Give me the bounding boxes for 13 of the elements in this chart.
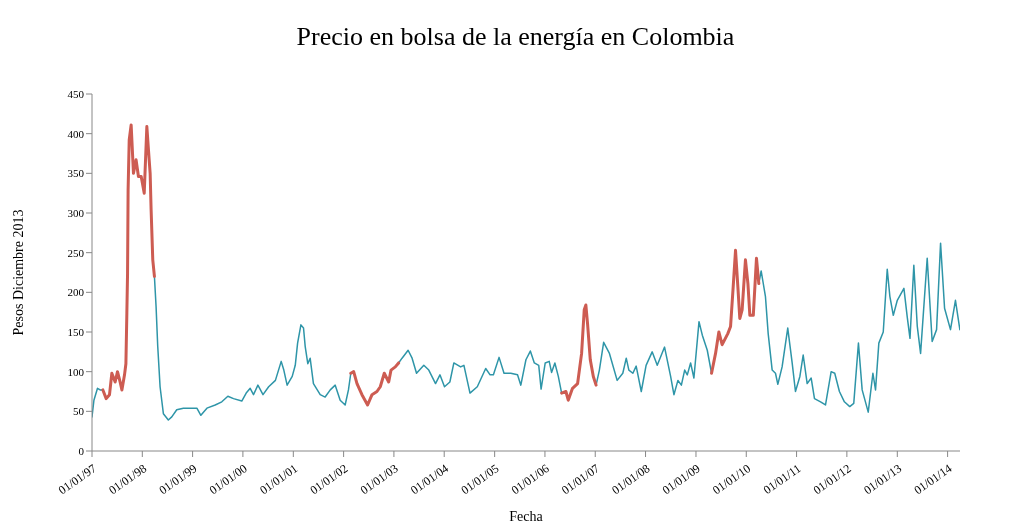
y-tick-label: 0 bbox=[78, 444, 85, 457]
y-tick-label: 450 bbox=[67, 87, 85, 100]
y-tick-label: 250 bbox=[67, 246, 85, 259]
y-tick-label: 350 bbox=[67, 167, 85, 180]
y-tick-label: 400 bbox=[67, 127, 85, 140]
x-axis-title: Fecha bbox=[509, 509, 544, 524]
y-axis-title: Pesos Diciembre 2013 bbox=[10, 209, 26, 336]
y-tick-label: 300 bbox=[67, 206, 85, 219]
y-tick-label: 50 bbox=[73, 405, 85, 418]
chart-title: Precio en bolsa de la energía en Colombia bbox=[295, 22, 736, 52]
y-tick-label: 150 bbox=[67, 325, 85, 338]
y-tick-label: 200 bbox=[67, 286, 85, 299]
y-tick-label: 100 bbox=[67, 365, 85, 378]
